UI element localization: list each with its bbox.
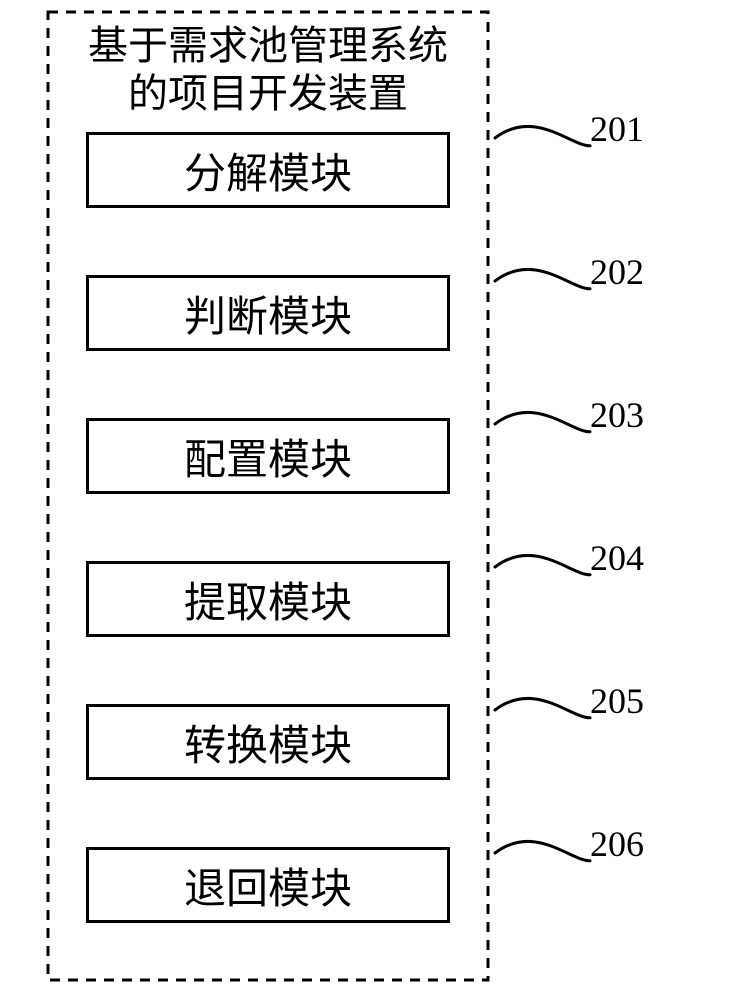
reference-number: 201 xyxy=(590,108,644,150)
module-box: 转换模块 xyxy=(86,704,450,780)
reference-number: 202 xyxy=(590,251,644,293)
module-box: 提取模块 xyxy=(86,561,450,637)
module-box: 分解模块 xyxy=(86,132,450,208)
module-box: 退回模块 xyxy=(86,847,450,923)
module-label: 提取模块 xyxy=(184,569,352,630)
title-line-2: 的项目开发装置 xyxy=(48,70,488,118)
reference-number: 203 xyxy=(590,394,644,436)
reference-number: 205 xyxy=(590,680,644,722)
module-label: 判断模块 xyxy=(184,283,352,344)
module-box: 配置模块 xyxy=(86,418,450,494)
module-label: 转换模块 xyxy=(184,712,352,773)
reference-number: 206 xyxy=(590,823,644,865)
reference-number: 204 xyxy=(590,537,644,579)
module-box: 判断模块 xyxy=(86,275,450,351)
title-line-1: 基于需求池管理系统 xyxy=(48,22,488,70)
module-label: 退回模块 xyxy=(184,855,352,916)
module-label: 分解模块 xyxy=(184,140,352,201)
module-label: 配置模块 xyxy=(184,426,352,487)
diagram-title: 基于需求池管理系统的项目开发装置 xyxy=(48,22,488,118)
